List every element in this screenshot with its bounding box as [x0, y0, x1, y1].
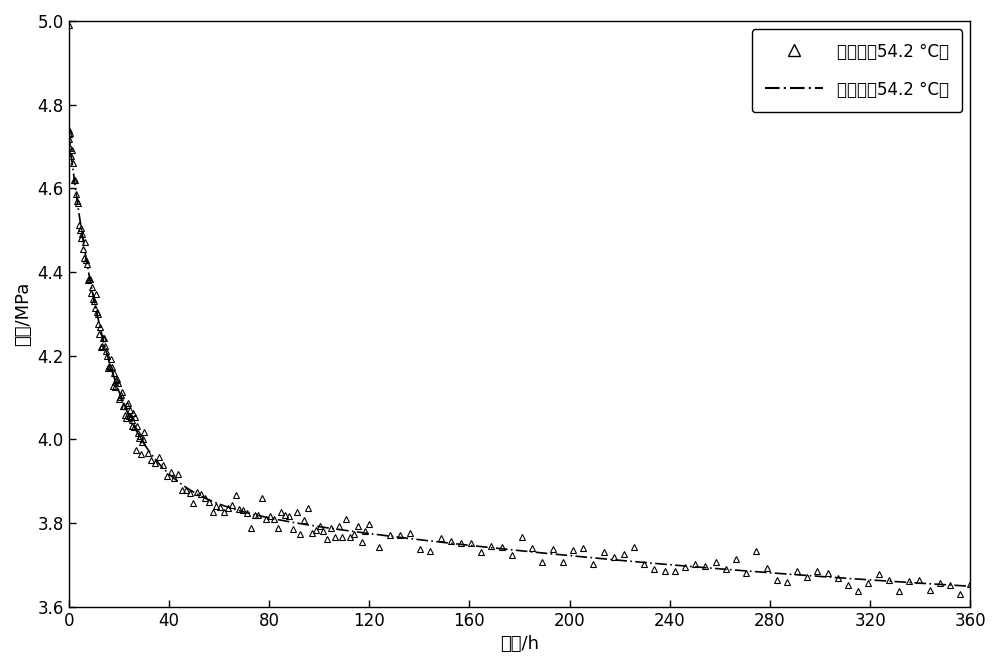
- Y-axis label: 压力/MPa: 压力/MPa: [14, 281, 32, 346]
- X-axis label: 时间/h: 时间/h: [500, 635, 539, 653]
- Legend: 实验值（54.2 °C）, 拟合值（54.2 °C）: 实验值（54.2 °C）, 拟合值（54.2 °C）: [752, 29, 962, 112]
